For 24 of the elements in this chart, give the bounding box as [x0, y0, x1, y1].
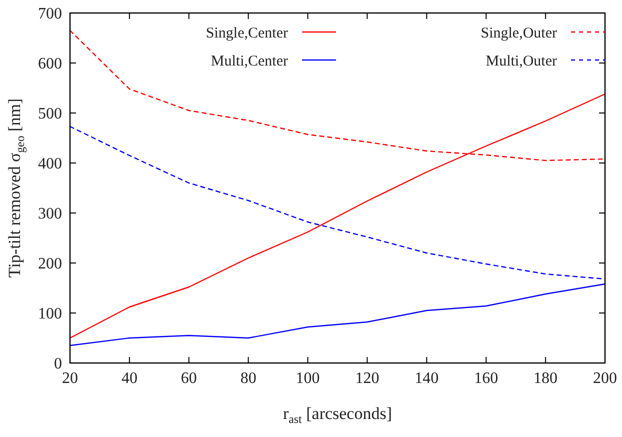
legend-label: Multi,Center [210, 53, 288, 70]
x-tick-label: 20 [62, 370, 78, 387]
y-tick-label: 100 [38, 306, 62, 323]
x-tick-label: 180 [534, 370, 558, 387]
y-tick-label: 500 [38, 106, 62, 123]
legend-label: Multi,Outer [486, 53, 557, 70]
x-tick-label: 140 [414, 370, 439, 387]
line-series [69, 283, 606, 346]
legend-label: Single,Outer [480, 25, 557, 42]
x-tick-label: 120 [355, 370, 380, 387]
y-tick-label: 0 [54, 356, 62, 373]
x-tick-label: 60 [180, 370, 197, 387]
y-tick-label: 300 [38, 206, 62, 223]
x-tick-label: 100 [296, 370, 320, 387]
x-tick-label: 160 [474, 370, 498, 387]
y-tick-label: 700 [38, 6, 62, 23]
y-tick-label: 600 [38, 56, 62, 73]
legend-label: Single,Center [206, 25, 288, 42]
x-tick-label: 80 [240, 370, 256, 387]
y-tick-label: 200 [38, 256, 62, 273]
x-tick-label: 200 [593, 370, 617, 387]
y-tick-label: 400 [38, 156, 62, 173]
x-axis-title: r$_{ast}$ [arcseconds] [282, 404, 392, 426]
x-tick-label: 40 [121, 370, 138, 387]
